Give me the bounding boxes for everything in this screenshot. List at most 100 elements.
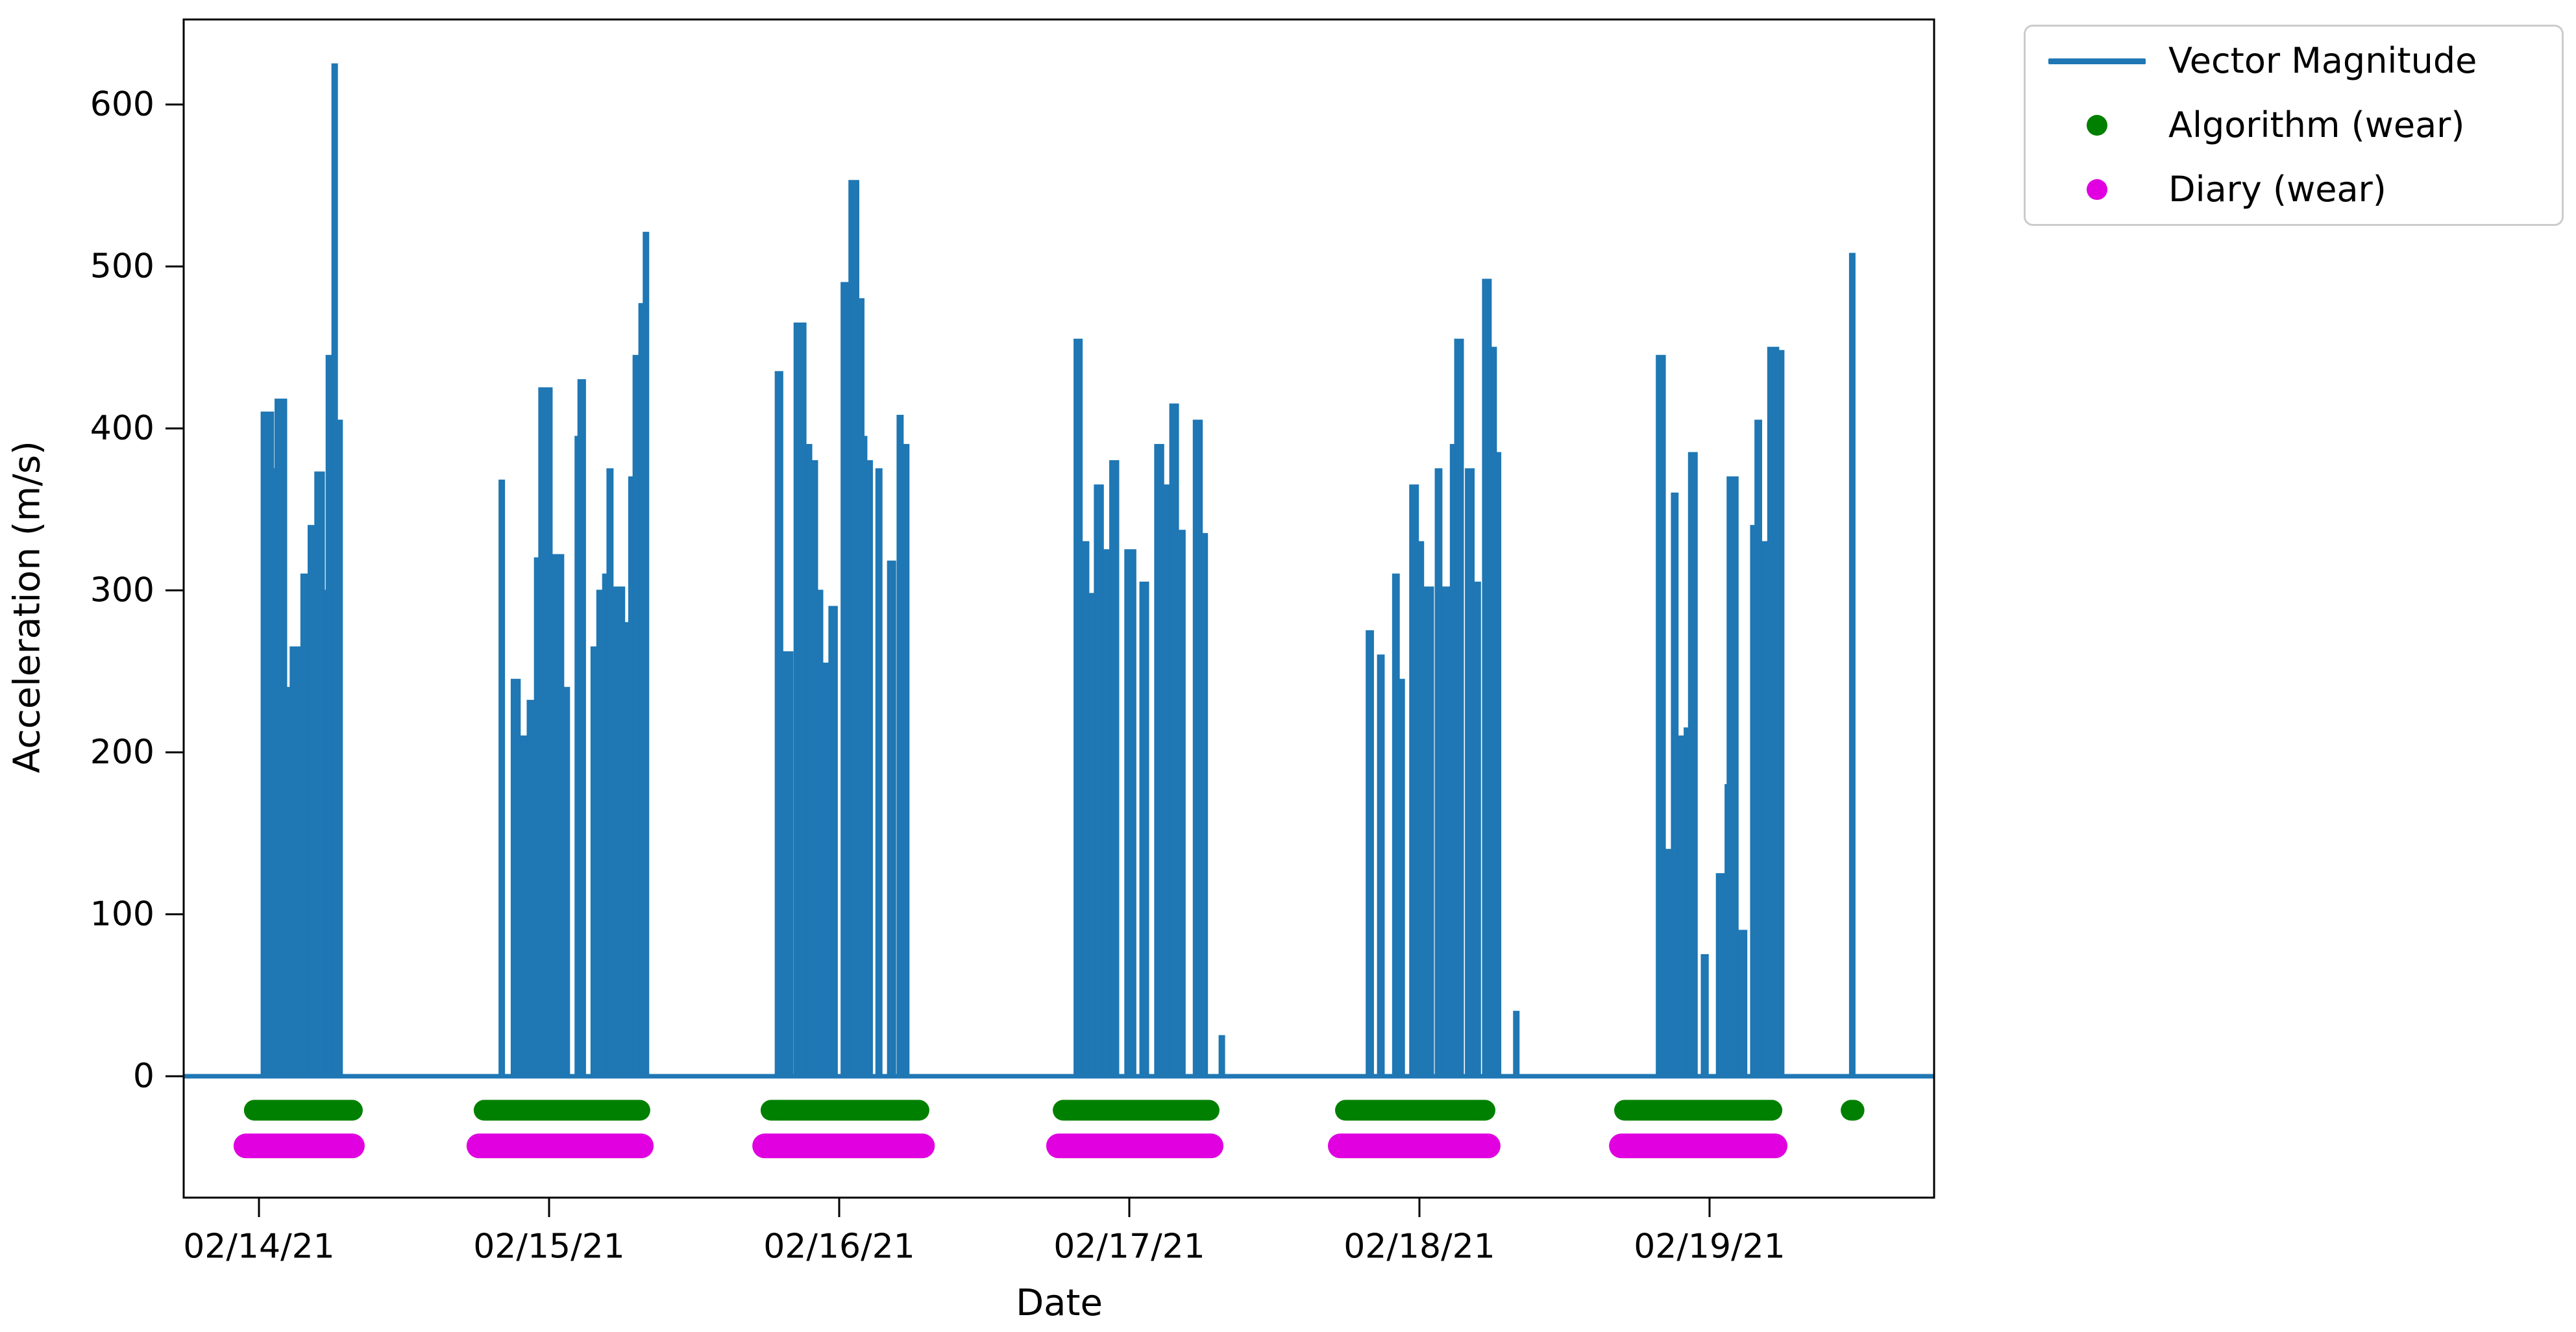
vm-spike (1192, 419, 1203, 1077)
vm-spike (551, 554, 565, 1077)
vm-spike (1081, 541, 1090, 1077)
vm-spike (1848, 253, 1856, 1077)
y-axis-label: Acceleration (m/s) (6, 440, 49, 774)
y-tick-label: 500 (90, 247, 154, 286)
series-vector-magnitude (183, 63, 1934, 1079)
vm-spike (596, 589, 604, 1077)
vm-spike (563, 687, 570, 1077)
vm-spike (1124, 549, 1136, 1077)
vm-spike (1218, 1035, 1225, 1077)
vm-spike (821, 662, 830, 1077)
legend: Vector Magnitude Algorithm (wear) Diary … (2024, 25, 2564, 226)
y-tick-label: 100 (90, 895, 154, 934)
vm-spike (1700, 954, 1709, 1077)
vm-spike (314, 471, 325, 1077)
vm-spike (612, 586, 626, 1077)
x-tick-label: 02/16/21 (763, 1227, 915, 1266)
vm-spike (1482, 278, 1492, 1078)
vm-spike (1677, 735, 1686, 1078)
vm-spike (1392, 573, 1400, 1077)
legend-dot-magenta-icon (2026, 179, 2168, 200)
y-tick-label: 300 (90, 571, 154, 610)
legend-line-sample (2026, 58, 2168, 64)
legend-entry-diary-wear: Diary (wear) (2026, 160, 2562, 219)
axes-spines (182, 18, 1935, 1199)
vm-spike (1726, 476, 1739, 1077)
vm-spike (1139, 582, 1149, 1077)
vm-spike (300, 573, 309, 1077)
vm-spike (902, 443, 910, 1077)
vm-spike (887, 560, 896, 1077)
vm-spike (632, 354, 640, 1077)
legend-label: Vector Magnitude (2168, 40, 2477, 81)
vm-spike (1715, 873, 1726, 1077)
vm-spike (498, 479, 506, 1077)
vm-spike (1454, 338, 1464, 1077)
legend-entry-vector-magnitude: Vector Magnitude (2026, 31, 2562, 91)
vm-spike (334, 419, 343, 1077)
vm-spike (805, 443, 813, 1077)
vm-spike (325, 354, 333, 1077)
vm-spike (1495, 452, 1502, 1077)
vm-spike (1169, 403, 1179, 1078)
vm-spike (643, 232, 650, 1078)
vm-spike (875, 468, 883, 1077)
vm-spike (811, 460, 818, 1077)
vm-spike (1656, 354, 1666, 1077)
vm-spike (1761, 541, 1769, 1077)
vm-spike (1687, 452, 1698, 1077)
x-tick-label: 02/17/21 (1053, 1227, 1205, 1266)
vm-spike (774, 371, 783, 1077)
vm-spike (1513, 1011, 1520, 1077)
legend-label: Diary (wear) (2168, 169, 2386, 210)
vm-spike (577, 379, 586, 1077)
vm-spike (275, 399, 288, 1078)
vm-spike (590, 646, 598, 1077)
vm-spike (848, 180, 859, 1077)
y-axis: 0 100 200 300 400 500 600 (90, 85, 184, 1096)
vm-spike (1473, 582, 1481, 1077)
vm-spike (1094, 484, 1104, 1077)
vm-spike (1778, 350, 1785, 1077)
vm-spike (510, 678, 521, 1077)
vm-spike (1177, 530, 1186, 1077)
x-tick-label: 02/14/21 (183, 1227, 335, 1266)
vm-spike (1366, 630, 1374, 1077)
vm-spike (1102, 549, 1111, 1077)
vm-spike (781, 651, 794, 1077)
vm-spike (1409, 484, 1419, 1077)
vm-spike (1201, 533, 1208, 1077)
vm-spike (1664, 848, 1671, 1077)
vm-spike (1754, 419, 1763, 1077)
vm-spike (1162, 484, 1171, 1077)
vm-spike (840, 282, 850, 1078)
x-tick-label: 02/18/21 (1343, 1227, 1495, 1266)
vm-spike (519, 735, 528, 1078)
vm-spike (1154, 443, 1164, 1077)
vm-spike (606, 468, 614, 1077)
vm-spike (1465, 468, 1475, 1077)
y-tick-label: 600 (90, 85, 154, 124)
x-tick-label: 02/15/21 (473, 1227, 625, 1266)
vm-spike (1434, 468, 1443, 1077)
x-axis: 02/14/21 02/15/21 02/16/21 02/17/21 02/18/21… (183, 1198, 1785, 1266)
x-tick-label: 02/19/21 (1634, 1227, 1785, 1266)
vm-spike (538, 387, 553, 1077)
vm-spike (260, 412, 275, 1077)
vm-spike (793, 322, 807, 1078)
y-tick-label: 400 (90, 409, 154, 448)
vm-spike (828, 606, 838, 1077)
vm-spike (1441, 586, 1451, 1077)
vm-spike (307, 524, 316, 1077)
vm-spike (289, 646, 302, 1077)
vm-spike (526, 700, 535, 1078)
vm-spike (896, 415, 904, 1077)
vm-spike (1737, 930, 1748, 1077)
legend-entry-algorithm-wear: Algorithm (wear) (2026, 95, 2562, 155)
legend-dot-green-icon (2026, 115, 2168, 136)
y-tick-label: 200 (90, 733, 154, 772)
vm-spike (1073, 338, 1083, 1077)
legend-label: Algorithm (wear) (2168, 105, 2465, 145)
vm-spike (1109, 460, 1120, 1077)
